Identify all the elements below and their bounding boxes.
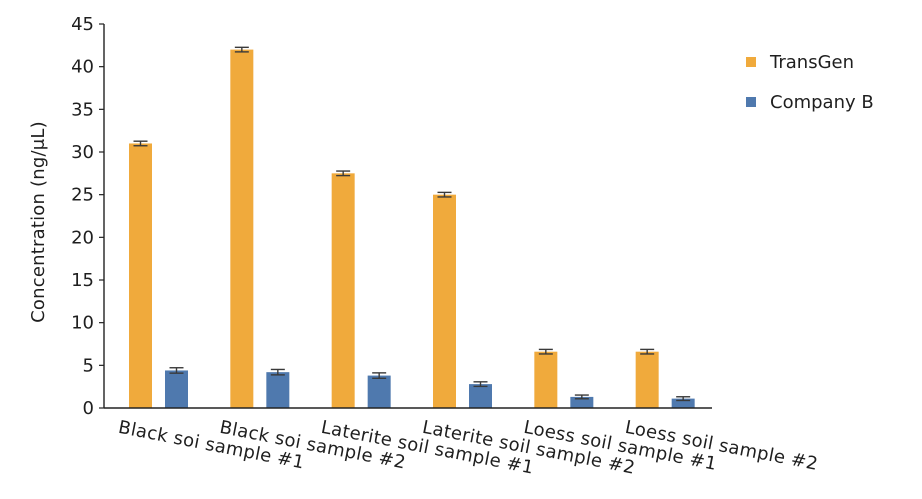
y-tick-label: 45	[71, 14, 94, 35]
y-tick-label: 30	[71, 142, 94, 163]
bar-transgen	[635, 351, 659, 408]
legend-label-transgen: TransGen	[769, 52, 854, 73]
y-axis-label: Concentration (ng/μL)	[28, 121, 49, 323]
bar-company-b	[266, 372, 290, 408]
y-tick-label: 35	[71, 99, 94, 120]
bar-company-b	[469, 384, 492, 408]
y-tick-label: 5	[83, 355, 94, 376]
bar-transgen	[331, 173, 355, 408]
bars	[129, 49, 695, 408]
bar-company-b	[367, 375, 391, 408]
y-tick-label: 0	[83, 398, 94, 419]
bar-company-b	[165, 370, 188, 408]
bar-transgen	[129, 143, 152, 408]
y-axis: 0 5 10 15 20 25 30 35 40 45	[71, 14, 105, 419]
legend: TransGen Company B	[746, 52, 874, 113]
y-tick-label: 20	[71, 227, 94, 248]
legend-swatch-company-b	[746, 97, 756, 107]
legend-label-company-b: Company B	[770, 92, 874, 113]
y-tick-label: 25	[71, 185, 94, 206]
y-tick-label: 10	[71, 313, 94, 334]
bar-transgen	[230, 49, 254, 408]
bar-company-b	[570, 396, 594, 408]
y-tick-label: 15	[71, 270, 94, 291]
bar-company-b	[671, 398, 695, 408]
error-bars	[133, 46, 691, 402]
legend-swatch-transgen	[746, 57, 756, 67]
y-tick-label: 40	[71, 57, 94, 78]
bar-transgen	[433, 194, 456, 408]
bar-transgen	[534, 351, 558, 408]
